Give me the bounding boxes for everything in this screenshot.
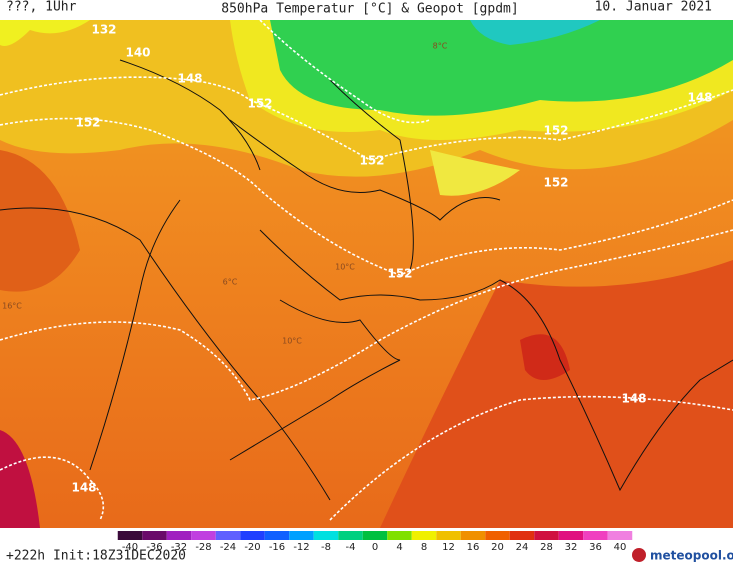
run-info: +222h Init:18Z31DEC2020 <box>6 549 186 564</box>
colorbar-tick-label: -32 <box>171 542 187 553</box>
contour-label: 148 <box>177 72 202 86</box>
temperature-label: 10°C <box>335 263 355 272</box>
colorbar-tick-label: 16 <box>467 542 480 553</box>
contour-label: 148 <box>71 481 96 495</box>
colorbar-swatch <box>460 531 486 540</box>
colorbar-swatch <box>191 531 216 540</box>
colorbar-swatch <box>240 531 265 540</box>
colorbar-tick-label: -8 <box>321 542 331 553</box>
colorbar-swatch <box>583 531 608 540</box>
colorbar-tick-label: 0 <box>372 542 378 553</box>
contour-label: 140 <box>125 46 150 60</box>
colorbar-swatch <box>338 531 363 540</box>
contour-label: 148 <box>687 91 712 105</box>
colorbar-tick-label: -40 <box>122 542 138 553</box>
colorbar-swatch <box>558 531 584 540</box>
map-area <box>0 19 733 528</box>
colorbar-tick-label: -4 <box>346 542 356 553</box>
colorbar-tick-label: 20 <box>491 542 504 553</box>
temperature-label: 16°C <box>2 302 22 311</box>
colorbar-swatch <box>534 531 559 540</box>
colorbar-swatch <box>436 531 461 540</box>
colorbar-tick-label: -12 <box>293 542 309 553</box>
colorbar-tick-label: -20 <box>244 542 260 553</box>
colorbar-tick-label: 28 <box>540 542 553 553</box>
brand: meteopool.org <box>650 549 733 563</box>
temperature-label: 6°C <box>223 278 238 287</box>
colorbar-swatch <box>264 531 290 540</box>
header-left: ???, 1Uhr <box>6 0 77 15</box>
contour-label: 132 <box>91 23 116 37</box>
temperature-label: 8°C <box>433 42 448 51</box>
colorbar-tick-label: -28 <box>195 542 211 553</box>
colorbar-swatch <box>289 531 314 540</box>
colorbar-tick-label: -36 <box>146 542 162 553</box>
colorbar-swatch <box>313 531 339 540</box>
header-title: 850hPa Temperatur [°C] & Geopot [gpdm] <box>221 2 518 17</box>
colorbar-swatch <box>607 531 633 540</box>
contour-label: 152 <box>75 116 100 130</box>
colorbar-swatch <box>142 531 167 540</box>
colorbar-swatch <box>362 531 388 540</box>
colorbar-tick-label: 4 <box>396 542 402 553</box>
colorbar-tick-label: 8 <box>421 542 427 553</box>
contour-label: 148 <box>621 392 646 406</box>
colorbar-tick-label: 36 <box>589 542 602 553</box>
contour-label: 152 <box>387 267 412 281</box>
logo-icon <box>632 548 646 562</box>
colorbar-tick-label: -24 <box>220 542 236 553</box>
header-date: 10. Januar 2021 <box>595 0 712 15</box>
colorbar-swatch <box>509 531 535 540</box>
contour-label: 152 <box>543 124 568 138</box>
colorbar-swatch <box>485 531 510 540</box>
contour-label: 152 <box>543 176 568 190</box>
colorbar-tick-label: 12 <box>442 542 455 553</box>
colorbar-tick-label: 40 <box>614 542 627 553</box>
colorbar-tick-label: 32 <box>565 542 578 553</box>
colorbar-swatch <box>166 531 192 540</box>
colorbar-swatch <box>117 531 143 540</box>
contour-label: 152 <box>247 97 272 111</box>
temperature-label: 10°C <box>282 337 302 346</box>
colorbar-swatch <box>411 531 437 540</box>
colorbar-tick-label: 24 <box>516 542 529 553</box>
colorbar-swatch <box>215 531 241 540</box>
colorbar-tick-label: -16 <box>269 542 285 553</box>
contour-label: 152 <box>359 154 384 168</box>
colorbar-swatch <box>387 531 412 540</box>
